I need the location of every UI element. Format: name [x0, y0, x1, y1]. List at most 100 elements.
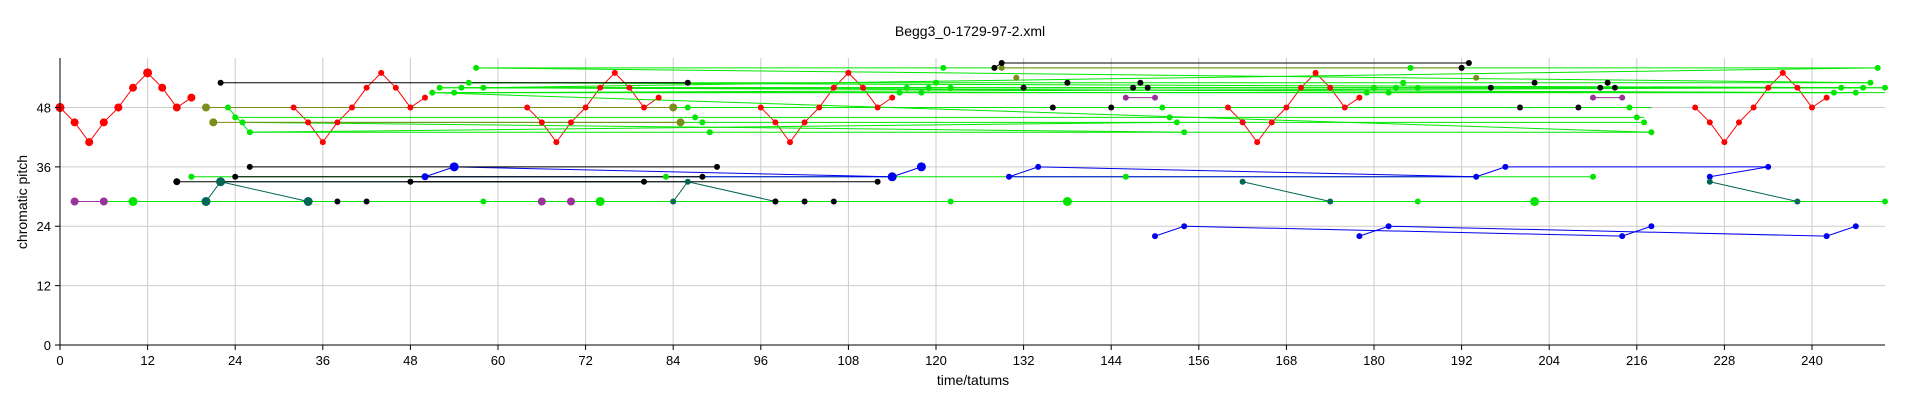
data-point-red: [874, 104, 881, 111]
data-point-green: [1166, 114, 1173, 121]
data-point-green: [246, 129, 253, 136]
data-point-green: [918, 89, 925, 96]
x-tick-label: 144: [1100, 353, 1122, 368]
data-point-red: [611, 69, 618, 76]
link-line-red: [1694, 107, 1711, 123]
link-line-red: [599, 72, 616, 89]
data-point-blue: [1356, 233, 1363, 240]
data-point-teal: [670, 198, 677, 205]
data-point-black: [1137, 79, 1144, 86]
data-point-black: [684, 79, 691, 86]
link-line-teal: [1709, 181, 1798, 202]
y-tick-label: 48: [37, 100, 51, 115]
data-point-olive: [1473, 74, 1480, 81]
data-point-red: [816, 104, 823, 111]
x-tick-label: 132: [1013, 353, 1035, 368]
link-line-teal: [687, 181, 776, 202]
data-point-green: [1590, 173, 1596, 180]
link-line-red: [1782, 72, 1798, 89]
data-point-blue: [1152, 233, 1158, 240]
x-tick-label: 24: [228, 353, 242, 368]
data-point-green: [1392, 84, 1399, 91]
data-point-red: [114, 103, 123, 112]
data-point-purple: [99, 197, 108, 206]
data-point-blue: [1502, 163, 1509, 170]
data-point-green: [1385, 89, 1392, 96]
data-point-red: [99, 118, 108, 127]
data-point-green: [465, 79, 472, 86]
data-point-red: [538, 119, 545, 126]
x-tick-label: 120: [925, 353, 947, 368]
data-point-red: [772, 119, 779, 126]
data-point-green: [1062, 197, 1072, 206]
link-line-red: [526, 107, 543, 123]
data-point-green: [1407, 64, 1414, 71]
x-tick-label: 228: [1714, 353, 1736, 368]
link-line-red: [366, 72, 382, 89]
x-tick-label: 72: [578, 353, 592, 368]
data-point-red: [319, 139, 326, 146]
data-point-blue: [421, 173, 429, 181]
link-line-red: [293, 107, 309, 123]
x-tick-label: 216: [1626, 353, 1648, 368]
data-point-green: [436, 84, 443, 91]
x-tick-label: 96: [754, 353, 768, 368]
data-point-olive: [998, 64, 1005, 71]
data-point-green: [947, 84, 954, 91]
data-point-blue: [1035, 163, 1042, 170]
data-point-green: [595, 197, 605, 206]
data-point-green: [480, 84, 487, 91]
link-line-green: [468, 82, 1864, 89]
data-point-red: [422, 94, 428, 101]
x-tick-label: 12: [140, 353, 154, 368]
link-line-red: [804, 107, 820, 123]
data-point-green: [1371, 84, 1377, 91]
data-point-green: [239, 119, 246, 126]
link-line-blue: [1826, 225, 1856, 237]
link-line-red: [1709, 122, 1725, 143]
data-point-blue: [1473, 173, 1480, 180]
data-point-red: [1692, 104, 1699, 111]
data-point-black: [1020, 84, 1027, 91]
chart-title: Begg3_0-1729-97-2.xml: [895, 23, 1045, 39]
data-point-black: [246, 163, 253, 170]
data-point-green: [1363, 89, 1370, 96]
data-point-black: [874, 178, 881, 185]
data-point-red: [845, 69, 852, 76]
data-point-blue: [1006, 173, 1012, 180]
x-tick-label: 180: [1363, 353, 1385, 368]
data-point-red: [334, 119, 341, 126]
data-point-black: [1465, 59, 1472, 66]
link-line-red: [395, 87, 411, 108]
y-tick-label: 12: [37, 279, 51, 294]
data-point-black: [232, 173, 239, 180]
data-point-black: [334, 198, 341, 205]
data-point-teal: [1794, 198, 1801, 205]
data-point-purple: [1619, 94, 1626, 101]
data-point-blue: [1852, 223, 1859, 230]
data-point-blue: [1765, 163, 1772, 170]
link-line-blue: [1184, 225, 1623, 237]
data-point-red: [392, 84, 399, 91]
data-point-green: [1414, 84, 1421, 91]
data-point-red: [305, 119, 312, 126]
data-point-blue: [1823, 233, 1830, 240]
data-point-red: [70, 118, 79, 127]
data-point-blue: [449, 162, 459, 172]
link-line-green: [249, 121, 1177, 133]
data-point-red: [1823, 94, 1830, 101]
data-point-blue: [1706, 173, 1713, 180]
link-line-red: [1796, 87, 1813, 108]
data-point-green: [933, 79, 939, 86]
data-point-green: [692, 114, 699, 121]
data-point-red: [85, 138, 94, 147]
data-point-green: [706, 129, 713, 136]
data-point-green: [232, 114, 239, 121]
link-line-red: [1723, 122, 1740, 143]
data-point-green: [1648, 129, 1655, 136]
link-line-red: [88, 122, 105, 143]
data-point-green: [1860, 84, 1867, 91]
data-point-red: [1298, 84, 1304, 91]
data-point-red: [290, 104, 297, 111]
data-point-red: [378, 69, 385, 76]
